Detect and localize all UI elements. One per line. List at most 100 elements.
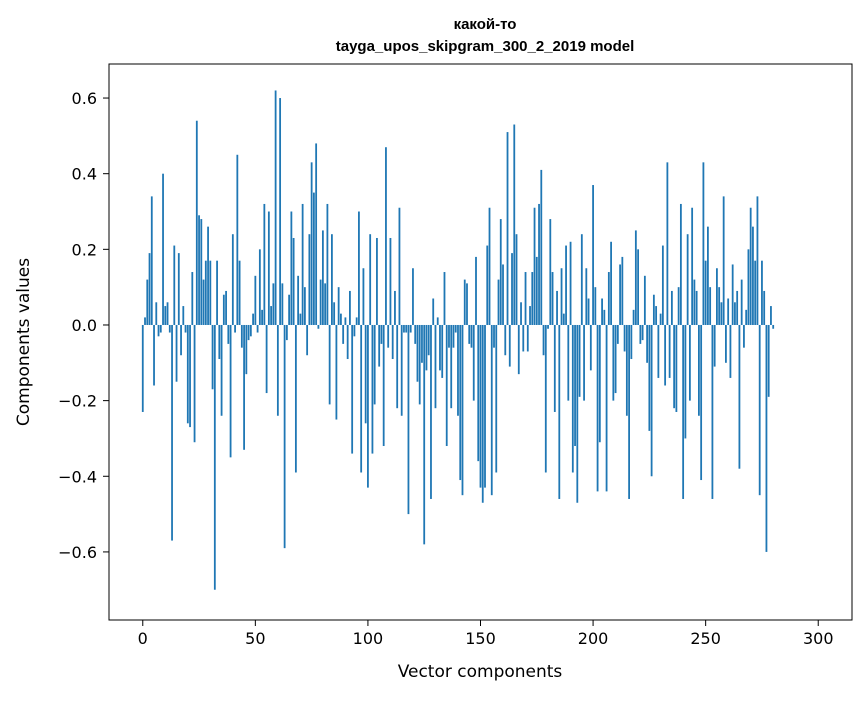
bar — [745, 309, 748, 325]
bar — [153, 324, 155, 386]
bar — [625, 324, 628, 416]
bar — [643, 275, 646, 325]
y-tick-label: −0.6 — [58, 543, 97, 562]
bar — [164, 306, 167, 325]
bar — [270, 306, 273, 325]
bar — [378, 324, 381, 367]
bar — [686, 234, 689, 325]
bar — [720, 302, 723, 325]
bar — [148, 253, 151, 325]
bar — [450, 324, 453, 409]
bar — [189, 324, 191, 428]
bar — [702, 162, 705, 325]
bar — [254, 275, 257, 325]
bar — [466, 283, 468, 325]
bar — [756, 196, 759, 325]
bar — [396, 324, 399, 409]
bar — [594, 287, 597, 325]
bar — [752, 226, 754, 325]
bar — [337, 287, 340, 325]
bar — [589, 324, 592, 371]
bar — [533, 207, 536, 325]
bar — [252, 313, 254, 325]
bar — [556, 290, 558, 325]
y-tick-label: 0.2 — [72, 240, 97, 259]
bar — [391, 324, 394, 360]
bar — [308, 234, 311, 325]
bar — [637, 249, 640, 325]
bar — [670, 290, 673, 325]
bar — [535, 256, 538, 325]
bar — [520, 302, 522, 325]
bar — [560, 268, 563, 325]
bar — [315, 143, 318, 325]
y-tick-label: 0.6 — [72, 89, 97, 108]
bar — [245, 324, 248, 375]
bar — [652, 294, 655, 325]
x-axis: 0 50 100 150 200 250 300 — [138, 620, 834, 648]
bar — [763, 290, 766, 325]
bar — [522, 324, 525, 352]
bar — [301, 203, 304, 325]
bar — [299, 313, 302, 325]
bar — [544, 324, 547, 473]
bar — [607, 272, 610, 325]
bar — [358, 211, 360, 325]
bar — [387, 324, 390, 348]
bar — [389, 237, 392, 325]
bar — [634, 230, 637, 325]
bar — [283, 324, 286, 549]
bar — [765, 324, 768, 552]
bar — [499, 219, 502, 325]
x-tick-label: 200 — [578, 629, 609, 648]
bar — [409, 324, 412, 333]
bar — [443, 272, 446, 325]
bar — [495, 324, 498, 473]
bar — [632, 309, 635, 325]
bar — [711, 324, 714, 499]
bar — [661, 245, 664, 325]
bar — [538, 203, 540, 325]
bar — [249, 324, 252, 337]
bar — [679, 203, 682, 325]
bar — [596, 324, 599, 492]
bar — [675, 324, 678, 412]
bar — [457, 324, 459, 416]
bar — [229, 324, 232, 458]
bar — [173, 245, 176, 325]
bar — [583, 324, 585, 401]
bar — [718, 287, 721, 325]
bar — [351, 324, 354, 454]
bar — [587, 298, 590, 325]
bar — [459, 324, 462, 481]
bar — [261, 309, 263, 325]
bar — [427, 324, 430, 356]
bar — [423, 324, 426, 545]
bar — [722, 196, 725, 325]
bar — [547, 324, 549, 329]
x-tick-label: 100 — [353, 629, 384, 648]
bar — [434, 324, 437, 409]
bar — [526, 324, 529, 352]
bar — [369, 234, 372, 325]
bar — [436, 317, 439, 325]
bar — [353, 324, 356, 337]
bar — [580, 234, 583, 325]
bar — [362, 268, 365, 325]
x-tick-label: 0 — [138, 629, 148, 648]
bar — [200, 219, 203, 325]
bar — [650, 324, 653, 477]
bar — [493, 324, 495, 348]
bar — [470, 324, 473, 348]
bar — [400, 324, 403, 416]
bar — [693, 279, 696, 325]
bar — [707, 226, 709, 325]
bar — [630, 324, 633, 360]
bar — [182, 306, 185, 325]
bar — [472, 324, 475, 401]
bar — [725, 324, 727, 363]
bar — [598, 324, 601, 443]
bar — [770, 306, 772, 325]
bar — [578, 324, 581, 397]
bar — [481, 324, 484, 503]
